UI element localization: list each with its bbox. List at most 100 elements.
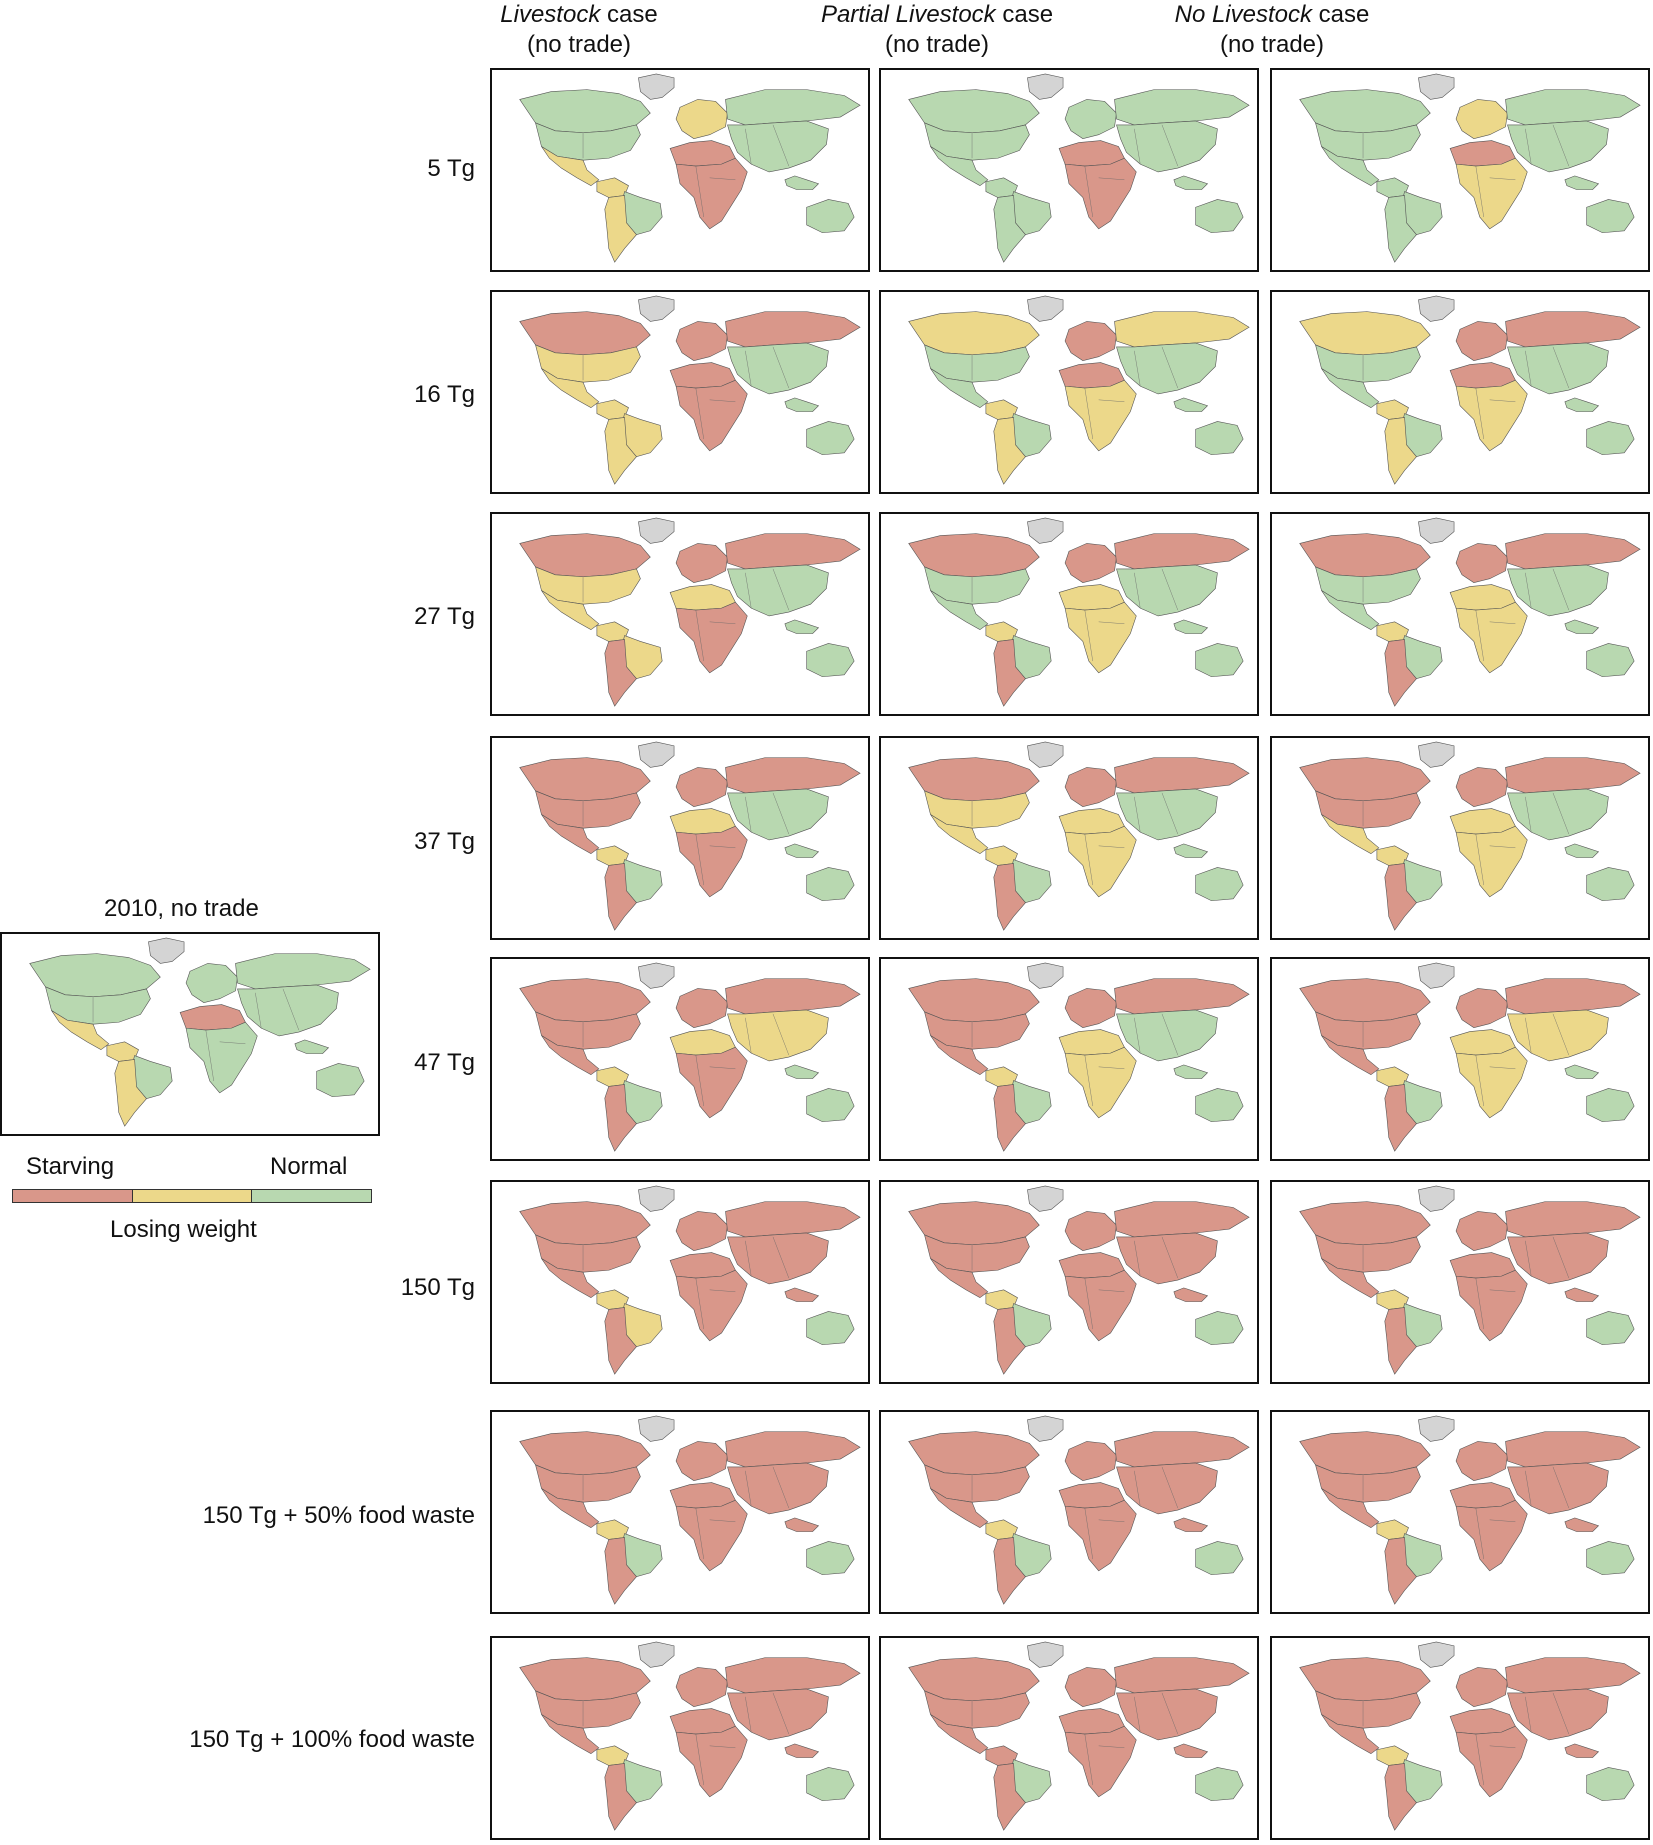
border-line (1161, 1692, 1179, 1735)
region-russia (1114, 311, 1250, 348)
map-panel (1270, 957, 1650, 1161)
border-line (1098, 1066, 1125, 1069)
border-line (1098, 1289, 1125, 1292)
region-asia (1116, 1232, 1218, 1285)
region-islands (1564, 619, 1600, 634)
region-mexico (1321, 1035, 1380, 1076)
region-asia (1507, 788, 1609, 841)
region-europe (1455, 1211, 1508, 1251)
map-panel (1270, 1180, 1650, 1384)
column-header-livestock: Livestock case (no trade) (379, 0, 779, 60)
region-mexico (930, 1488, 989, 1529)
region-australia (1586, 1311, 1635, 1346)
region-australia (806, 867, 855, 902)
region-australia (806, 421, 855, 456)
region-greenland (1418, 295, 1455, 322)
border-line (255, 992, 262, 1029)
border-line (1552, 346, 1570, 389)
region-southern-south-america (1384, 1307, 1417, 1375)
region-russia (1114, 89, 1250, 126)
border-line (772, 1013, 790, 1056)
border-line (745, 1470, 752, 1507)
region-southern-south-america (1384, 1763, 1417, 1831)
world-map (1299, 962, 1641, 1152)
map-panel (879, 1410, 1259, 1614)
region-greenland (638, 1641, 675, 1668)
region-southern-south-america (993, 417, 1026, 485)
border-line (745, 1240, 752, 1277)
region-islands (784, 1743, 820, 1758)
region-russia (1505, 533, 1641, 570)
world-map (519, 962, 861, 1152)
border-line (1552, 124, 1570, 167)
border-line (1525, 1017, 1532, 1054)
border-line (1134, 1240, 1141, 1277)
border-line (1084, 1508, 1093, 1560)
region-russia (725, 757, 861, 794)
region-southern-south-america (993, 863, 1026, 931)
region-islands (784, 619, 820, 634)
region-sub-saharan-africa (675, 1499, 748, 1572)
border-line (1084, 1055, 1093, 1107)
region-southern-south-america (1384, 639, 1417, 707)
region-mexico (930, 146, 989, 187)
region-russia (1505, 1431, 1641, 1468)
row-label-150tg: 150 Tg (400, 1274, 475, 1301)
region-islands (784, 1517, 820, 1532)
region-greenland (638, 73, 675, 100)
border-line (745, 1696, 752, 1733)
region-russia (725, 1431, 861, 1468)
world-map (29, 937, 371, 1127)
map-panel (490, 512, 870, 716)
world-map (519, 295, 861, 485)
region-sub-saharan-africa (1064, 1499, 1137, 1572)
region-europe (1064, 988, 1117, 1028)
row-label-27tg: 27 Tg (414, 603, 475, 630)
region-europe (675, 1441, 728, 1481)
border-line (1489, 621, 1516, 624)
region-sub-saharan-africa (1455, 1725, 1528, 1798)
border-line (1161, 792, 1179, 835)
border-line (1084, 388, 1093, 440)
border-line (1525, 796, 1532, 833)
column-subtitle: (no trade) (526, 31, 632, 58)
border-line (1489, 1066, 1516, 1069)
region-southern-south-america (1384, 863, 1417, 931)
world-map (519, 517, 861, 707)
border-line (1475, 1734, 1484, 1786)
region-asia (1507, 564, 1609, 617)
region-asia (1507, 120, 1609, 173)
region-mexico (541, 1488, 600, 1529)
border-line (1552, 568, 1570, 611)
border-line (205, 1030, 214, 1082)
region-asia (1507, 1232, 1609, 1285)
border-line (1098, 177, 1125, 180)
region-greenland (1027, 1185, 1064, 1212)
region-southern-south-america (604, 1763, 637, 1831)
region-sub-saharan-africa (1064, 379, 1137, 452)
world-map (908, 1641, 1250, 1831)
region-sub-saharan-africa (1455, 379, 1528, 452)
map-panel (1270, 290, 1650, 494)
region-greenland (1418, 1185, 1455, 1212)
world-map (908, 73, 1250, 263)
region-islands (1564, 1064, 1600, 1079)
region-asia (1116, 1688, 1218, 1741)
map-panel (879, 1636, 1259, 1840)
border-line (1489, 399, 1516, 402)
border-line (1098, 845, 1125, 848)
map-panel (490, 736, 870, 940)
region-asia (1116, 1462, 1218, 1515)
region-russia (725, 89, 861, 126)
region-mexico (1321, 146, 1380, 187)
legend-normal-label: Normal (270, 1153, 348, 1180)
border-line (1525, 350, 1532, 387)
world-map (1299, 741, 1641, 931)
region-islands (1564, 397, 1600, 412)
region-australia (1195, 1088, 1244, 1123)
border-line (709, 621, 736, 624)
map-panel (490, 1410, 870, 1614)
region-australia (1195, 867, 1244, 902)
region-mexico (541, 590, 600, 631)
region-mexico (541, 814, 600, 855)
